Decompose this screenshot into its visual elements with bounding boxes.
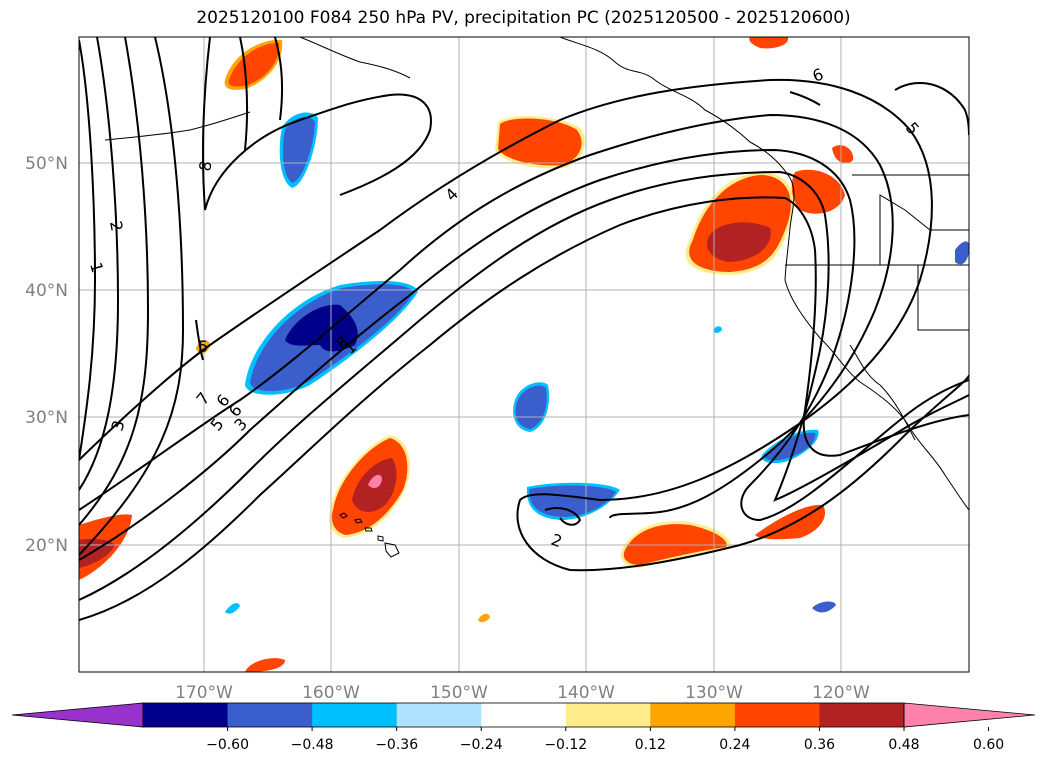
map-title: 2025120100 F084 250 hPa PV, precipitatio… — [196, 8, 851, 28]
contour-label: 2 — [106, 219, 126, 232]
colorbar-segment — [481, 703, 567, 727]
precip-fills — [79, 37, 969, 672]
colorbar-extend-low — [11, 702, 144, 728]
colorbar-tick-label: 0.48 — [888, 737, 919, 753]
contour-label: 8 — [195, 159, 215, 172]
colorbar-extend-high — [903, 702, 1036, 728]
colorbar-segment — [143, 703, 229, 727]
lon-label-150w: 150°W — [430, 683, 488, 703]
colorbar-tick-label: 0.12 — [635, 737, 666, 753]
lat-label-30n: 30°N — [25, 408, 68, 428]
colorbar-segment — [312, 703, 398, 727]
lon-label-170w: 170°W — [175, 683, 233, 703]
colorbar-tick-label: −0.60 — [206, 737, 249, 753]
colorbar-segment — [650, 703, 736, 727]
lat-label-20n: 20°N — [25, 536, 68, 556]
contour-label: 1 — [86, 260, 107, 275]
contour-label: 3 — [108, 418, 129, 433]
colorbar-tick-label: 0.36 — [804, 737, 835, 753]
lon-label-130w: 130°W — [685, 683, 743, 703]
colorbar-tick-label: −0.36 — [375, 737, 418, 753]
colorbar-segment — [227, 703, 313, 727]
lat-labels: 50°N 40°N 30°N 20°N — [25, 154, 68, 556]
contour-label: 5 — [198, 337, 208, 356]
colorbar-segment — [396, 703, 482, 727]
lat-label-40n: 40°N — [25, 281, 68, 301]
colorbar-tick-label: 0.24 — [719, 737, 750, 753]
pv-contours — [79, 37, 969, 621]
colorbar-segment — [734, 703, 820, 727]
lon-label-160w: 160°W — [302, 683, 360, 703]
colorbar-segment — [565, 703, 651, 727]
lon-label-140w: 140°W — [557, 683, 615, 703]
colorbar-tick-label: 0.60 — [973, 737, 1004, 753]
colorbar-outline — [142, 702, 905, 728]
colorbar-tick-label: −0.48 — [291, 737, 334, 753]
lon-labels: 170°W 160°W 150°W 140°W 130°W 120°W — [175, 683, 870, 703]
hawaii-islands — [339, 512, 400, 558]
lat-label-50n: 50°N — [25, 154, 68, 174]
colorbar-tick-label: −0.12 — [544, 737, 587, 753]
lon-label-120w: 120°W — [812, 683, 870, 703]
colorbar-tick-label: −0.24 — [460, 737, 503, 753]
map-frame — [78, 36, 970, 673]
colorbar: −0.60 −0.48 −0.36 −0.24 −0.12 0.12 0.24 0.36 0.4… — [11, 702, 1036, 753]
colorbar-segment — [819, 703, 905, 727]
